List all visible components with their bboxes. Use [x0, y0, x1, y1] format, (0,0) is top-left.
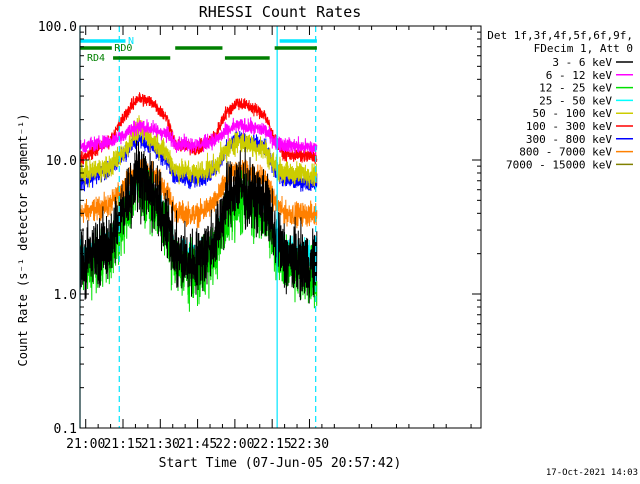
legend: Det 1f,3f,4f,5f,6f,9f, FDecim 1, Att 0 3… — [487, 29, 633, 171]
annotation-rd0: RD0 — [114, 43, 132, 54]
y-tick-label-2: 10.0 — [46, 154, 77, 169]
chart-title: RHESSI Count Rates — [199, 3, 362, 21]
legend-label-2: 12 - 25 keV — [539, 82, 612, 95]
legend-label-4: 50 - 100 keV — [533, 107, 613, 120]
x-tick-label-4: 22:00 — [215, 437, 254, 452]
timestamp: 17-Oct-2021 14:03 — [546, 468, 638, 478]
legend-label-5: 100 - 300 keV — [526, 120, 612, 133]
y-tick-label-1: 1.0 — [54, 288, 77, 303]
y-tick-label-0: 0.1 — [54, 422, 77, 437]
x-axis-label: Start Time (07-Jun-05 20:57:42) — [159, 456, 402, 471]
y-axis-label: Count Rate (s⁻¹ detector segment⁻¹) — [16, 114, 30, 367]
legend-label-6: 300 - 800 keV — [526, 133, 612, 146]
legend-label-7: 800 - 7000 keV — [519, 146, 612, 159]
x-tick-label-2: 21:30 — [141, 437, 180, 452]
annotation-rd4: RD4 — [87, 53, 105, 64]
x-tick-label-0: 21:00 — [66, 437, 105, 452]
legend-header-line-2: FDecim 1, Att 0 — [534, 42, 633, 55]
legend-label-3: 25 - 50 keV — [539, 94, 612, 107]
legend-label-0: 3 - 6 keV — [552, 56, 612, 69]
x-tick-label-1: 21:15 — [103, 437, 142, 452]
annotation-n: N — [128, 36, 134, 47]
x-tick-label-3: 21:45 — [178, 437, 217, 452]
legend-header-line-1: Det 1f,3f,4f,5f,6f,9f, — [487, 29, 633, 42]
y-axis: 0.1 1.0 10.0 100.0 — [38, 20, 481, 437]
plot-frame — [79, 25, 482, 429]
x-tick-label-5: 22:15 — [253, 437, 292, 452]
x-tick-label-6: 22:30 — [290, 437, 329, 452]
legend-label-8: 7000 - 15000 keV — [506, 158, 612, 171]
legend-label-1: 6 - 12 keV — [546, 69, 613, 82]
y-tick-label-3: 100.0 — [38, 20, 77, 35]
